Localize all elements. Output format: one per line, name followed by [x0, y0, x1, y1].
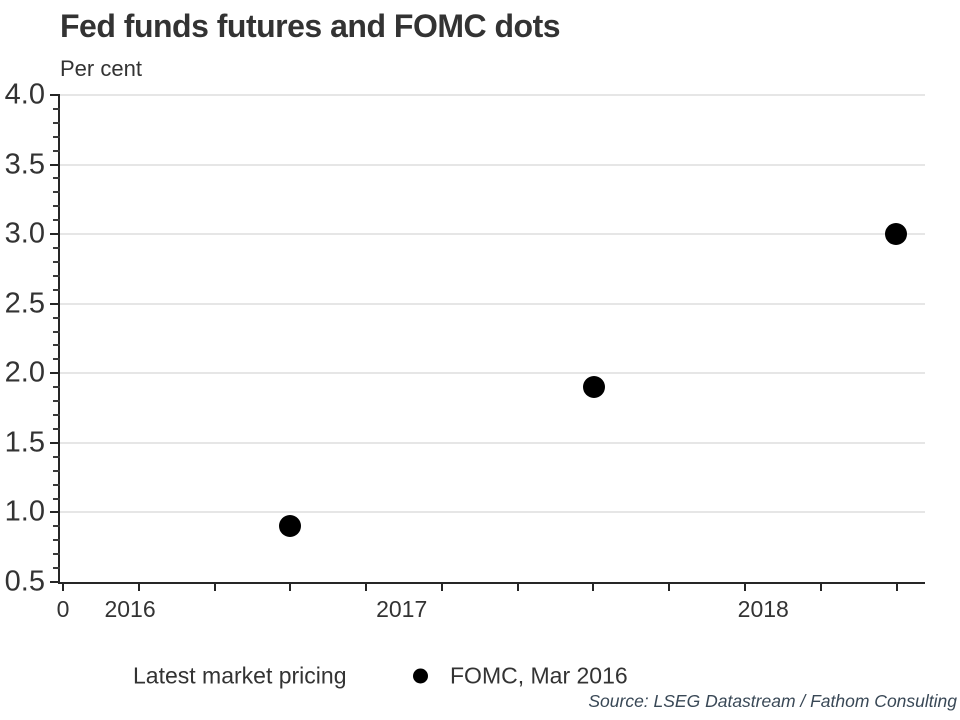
y-gridline [60, 442, 925, 444]
y-axis-tick-label: 1.5 [4, 426, 45, 459]
x-axis-year-label: 2017 [376, 596, 428, 622]
y-axis-minor-tick [53, 177, 60, 180]
y-axis-major-tick [50, 233, 60, 236]
y-axis-minor-tick [53, 260, 60, 263]
x-axis-tick [743, 582, 746, 591]
y-axis-major-tick [50, 511, 60, 514]
y-axis-minor-tick [53, 316, 60, 319]
y-axis-minor-tick [53, 135, 60, 138]
y-gridline [60, 511, 925, 513]
y-axis-tick-label: 0.5 [4, 565, 45, 598]
y-axis-minor-tick [53, 358, 60, 361]
legend-dot-marker-icon [413, 668, 428, 684]
y-axis-tick-label: 1.0 [4, 495, 45, 528]
chart-title: Fed funds futures and FOMC dots [60, 8, 561, 44]
y-axis-minor-tick [53, 107, 60, 110]
x-axis-tick [440, 582, 443, 591]
y-axis-minor-tick [53, 414, 60, 417]
x-axis-tick [668, 582, 671, 591]
y-axis-minor-tick [53, 400, 60, 403]
chart-subtitle: Per cent [60, 56, 142, 81]
y-gridline [60, 303, 925, 305]
x-axis-tick [516, 582, 519, 591]
y-axis-tick-label: 2.5 [4, 287, 45, 320]
y-axis-minor-tick [53, 121, 60, 124]
y-axis-minor-tick [53, 274, 60, 277]
y-axis-minor-tick [53, 553, 60, 556]
y-axis-major-tick [50, 94, 60, 96]
legend-label-fomc: FOMC, Mar 2016 [450, 662, 628, 689]
y-axis-minor-tick [53, 205, 60, 208]
y-axis-tick-label: 3.0 [4, 217, 45, 250]
x-axis-tick [819, 582, 822, 591]
y-gridline [60, 233, 925, 235]
y-gridline [60, 372, 925, 374]
y-axis-major-tick [50, 163, 60, 166]
y-axis-minor-tick [53, 330, 60, 333]
x-axis-tick [62, 582, 65, 591]
y-axis-tick-label: 4.0 [4, 78, 45, 111]
x-axis-tick [365, 582, 368, 591]
x-axis-origin-label: 0 [56, 596, 70, 622]
x-axis-tick [137, 582, 140, 591]
y-axis-major-tick [50, 302, 60, 305]
x-axis-tick [289, 582, 292, 591]
data-point-dot [885, 223, 908, 246]
y-axis-major-tick [50, 581, 60, 583]
x-axis-year-label: 2018 [737, 596, 789, 622]
y-axis-minor-tick [53, 344, 60, 347]
legend-label-market-pricing: Latest market pricing [133, 662, 347, 689]
x-axis-year-label: 2016 [104, 596, 156, 622]
y-axis-tick-label: 2.0 [4, 356, 45, 389]
legend: Latest market pricing FOMC, Mar 2016 [0, 659, 960, 693]
y-axis-minor-tick [53, 288, 60, 291]
source-credit: Source: LSEG Datastream / Fathom Consult… [588, 691, 957, 711]
x-axis-tick [213, 582, 216, 591]
y-gridline [60, 94, 925, 96]
y-axis-minor-tick [53, 497, 60, 500]
y-axis-minor-tick [53, 455, 60, 458]
y-axis-tick-label: 3.5 [4, 148, 45, 181]
plot-area: 0.5 1.0 1.5 2.0 2.5 3.0 3.5 4.0 0 2016 2017 2018 [5, 80, 925, 621]
x-axis-tick [592, 582, 595, 591]
y-axis-major-tick [50, 372, 60, 375]
y-axis-major-tick [50, 441, 60, 444]
y-axis-minor-tick [53, 219, 60, 222]
data-point-dot [279, 515, 302, 538]
y-gridline [60, 164, 925, 166]
y-axis-minor-tick [53, 469, 60, 472]
y-axis-minor-tick [53, 539, 60, 542]
data-point-dot [582, 376, 605, 399]
y-axis-minor-tick [53, 247, 60, 250]
y-axis-minor-tick [53, 386, 60, 389]
y-axis-minor-tick [53, 427, 60, 430]
y-axis-minor-tick [53, 149, 60, 152]
y-axis-minor-tick [53, 483, 60, 486]
y-axis-minor-tick [53, 567, 60, 570]
y-axis-minor-tick [53, 525, 60, 528]
y-axis-minor-tick [53, 191, 60, 194]
x-axis-tick [895, 582, 898, 591]
